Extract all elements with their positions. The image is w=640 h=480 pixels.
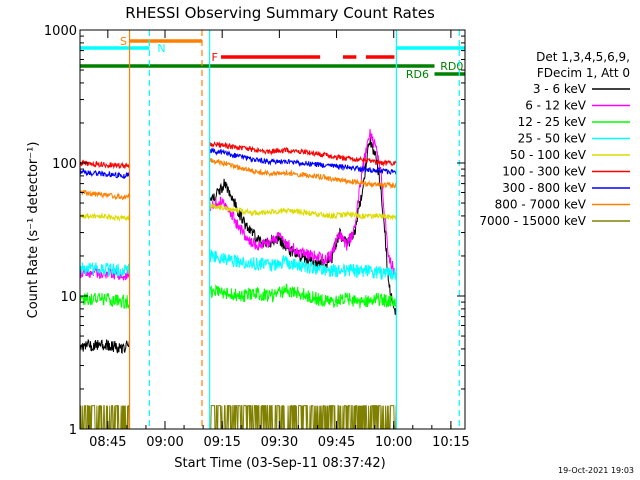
x-tick-label-6: 10:15 bbox=[432, 435, 469, 450]
legend: Det 1,3,4,5,6,9, FDecim 1, Att 0 3 - 6 k… bbox=[479, 50, 630, 228]
y-tick-label-2: 100 bbox=[52, 157, 77, 172]
series-line-6 bbox=[79, 148, 397, 180]
legend-entry-7: 800 - 7000 keV bbox=[495, 198, 587, 212]
series-line-5 bbox=[79, 140, 397, 170]
x-tick-label-2: 09:15 bbox=[203, 435, 240, 450]
flag-label-rd6: RD6 bbox=[406, 68, 429, 81]
flag-label-s: S bbox=[120, 35, 127, 48]
flag-label-n: N bbox=[157, 42, 165, 55]
x-tick-label-4: 09:45 bbox=[318, 435, 355, 450]
legend-entry-1: 6 - 12 keV bbox=[525, 99, 587, 113]
legend-entry-0: 3 - 6 keV bbox=[533, 82, 587, 96]
chart-title: RHESSI Observing Summary Count Rates bbox=[125, 4, 435, 22]
legend-entry-8: 7000 - 15000 keV bbox=[479, 214, 586, 228]
legend-entry-2: 12 - 25 keV bbox=[518, 115, 587, 129]
flag-label-f: F bbox=[212, 51, 218, 64]
series-line-7 bbox=[79, 158, 397, 201]
series-line-8 bbox=[80, 405, 397, 430]
legend-header-line-1: Det 1,3,4,5,6,9, bbox=[536, 50, 630, 64]
legend-entry-4: 50 - 100 keV bbox=[510, 148, 587, 162]
x-tick-label-3: 09:30 bbox=[261, 435, 298, 450]
x-tick-label-0: 08:45 bbox=[89, 435, 126, 450]
y-tick-label-3: 1000 bbox=[44, 24, 77, 39]
plot-frame bbox=[79, 29, 466, 430]
x-tick-label-1: 09:00 bbox=[146, 435, 183, 450]
footer-date: 19-Oct-2021 19:03 bbox=[558, 466, 634, 475]
y-tick-label-0: 1 bbox=[69, 423, 77, 438]
attenuator-lines bbox=[128, 30, 460, 429]
legend-entry-6: 300 - 800 keV bbox=[502, 181, 586, 195]
axis-ticks: 08:45 09:00 09:15 09:30 09:45 10:00 10:15 1 10 10… bbox=[44, 24, 470, 450]
series-line-3 bbox=[79, 248, 397, 281]
legend-entry-3: 25 - 50 keV bbox=[518, 132, 587, 146]
series-line-2 bbox=[79, 283, 397, 310]
series-lines bbox=[79, 128, 397, 430]
x-axis-label: Start Time (03-Sep-11 08:37:42) bbox=[174, 456, 385, 471]
flag-label-rd0: RD0 bbox=[440, 60, 463, 73]
y-tick-label-1: 10 bbox=[60, 290, 77, 305]
legend-header-line-2: FDecim 1, Att 0 bbox=[537, 66, 630, 80]
y-axis-label: Count Rate (s⁻¹ detector⁻¹) bbox=[26, 142, 41, 319]
series-line-4 bbox=[79, 203, 397, 223]
x-tick-label-5: 10:00 bbox=[375, 435, 412, 450]
legend-entry-5: 100 - 300 keV bbox=[502, 165, 586, 179]
flag-bars: S N F RD0 RD6 bbox=[80, 35, 465, 81]
